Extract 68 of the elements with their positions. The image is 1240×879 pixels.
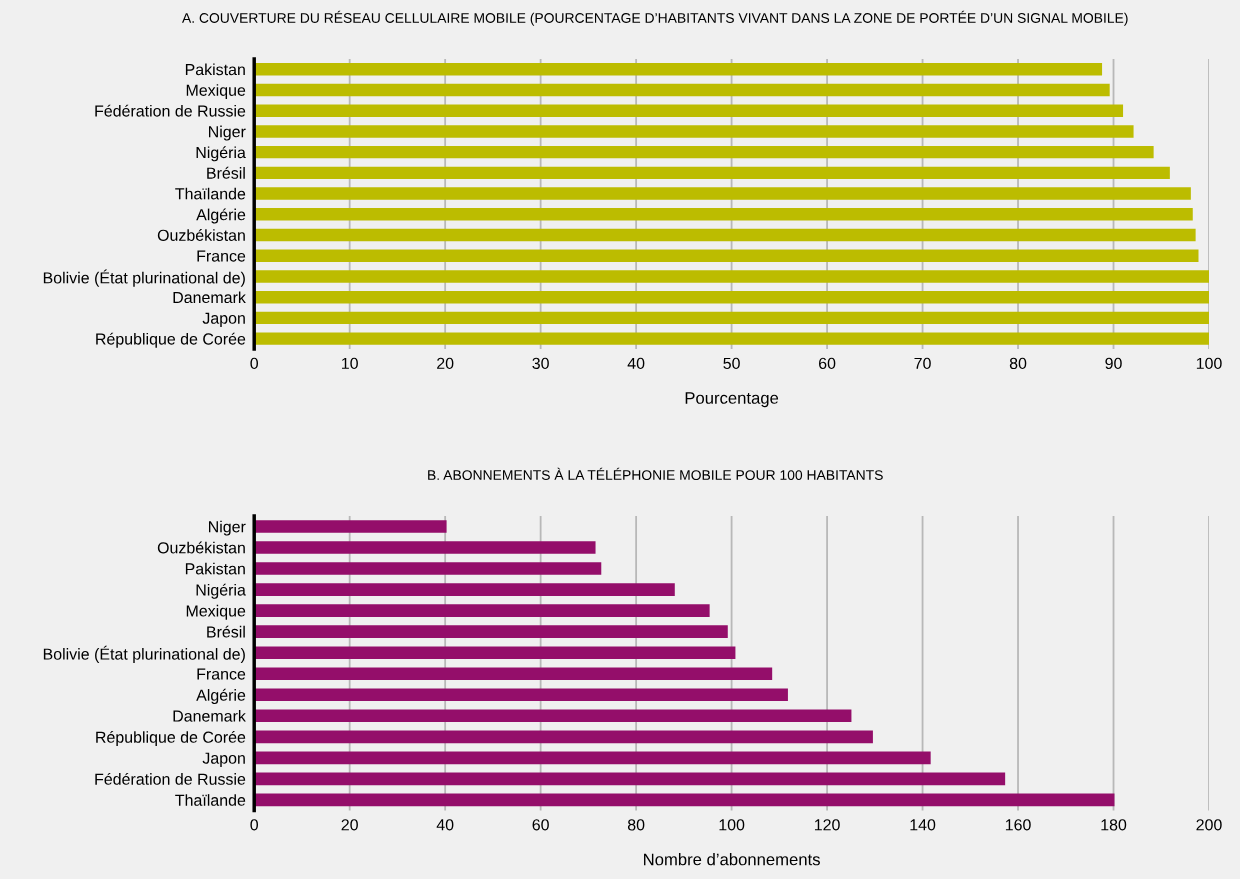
x-tick-label: 200 bbox=[1196, 819, 1222, 831]
chart-title: A. COUVERTURE DU RÉSEAU CELLULAIRE MOBILE (POURCENTAGE D’HABITANTS VIVANT DANS LA ZONE DE PORTÉE D’UN SIGNAL MOBILE) bbox=[182, 10, 1128, 26]
y-tick-label: Nigéria bbox=[196, 146, 246, 162]
y-tick-label: Thaïlande bbox=[175, 187, 246, 200]
bar bbox=[254, 688, 788, 702]
y-tick-label: Brésil bbox=[207, 625, 245, 638]
x-tick-label: 70 bbox=[914, 357, 931, 370]
bar bbox=[254, 730, 873, 744]
bar bbox=[254, 583, 675, 596]
x-tick-label: 50 bbox=[723, 357, 740, 370]
x-tick-label: 40 bbox=[436, 819, 454, 831]
y-tick-label: Algérie bbox=[196, 688, 246, 704]
x-tick-label: 60 bbox=[532, 819, 549, 831]
y-tick-label: Mexique bbox=[186, 84, 246, 100]
y-tick-label: Pakistan bbox=[185, 562, 245, 575]
bar bbox=[254, 520, 447, 533]
x-tick-label: 120 bbox=[814, 819, 840, 831]
bar bbox=[254, 625, 728, 638]
y-tick-label: République de Corée bbox=[96, 332, 246, 348]
bar bbox=[254, 646, 736, 659]
y-tick-label: Danemark bbox=[173, 710, 246, 722]
bar bbox=[254, 793, 1115, 807]
bar bbox=[254, 772, 1006, 786]
y-tick-label: Brésil bbox=[207, 166, 245, 179]
y-tick-label: Fédération de Russie bbox=[95, 104, 246, 117]
bar bbox=[254, 562, 602, 575]
x-tick-label: 0 bbox=[250, 357, 259, 370]
bar bbox=[254, 751, 931, 765]
x-tick-label: 80 bbox=[627, 819, 645, 831]
chart-title: B. ABONNEMENTS À LA TÉLÉPHONIE MOBILE POUR 100 HABITANTS bbox=[428, 467, 883, 480]
y-tick-label: Japon bbox=[202, 752, 245, 767]
y-tick-label: Pakistan bbox=[185, 63, 245, 76]
y-tick-label: Fédération de Russie bbox=[95, 772, 246, 785]
x-tick-label: 90 bbox=[1105, 357, 1122, 370]
y-tick-label: Bolivie (État plurinational de) bbox=[43, 269, 245, 287]
y-tick-label: Ouzbékistan bbox=[157, 229, 245, 241]
x-tick-label: 20 bbox=[437, 357, 454, 370]
y-tick-label: Japon bbox=[202, 312, 245, 327]
y-tick-label: Niger bbox=[209, 520, 246, 536]
y-tick-label: Niger bbox=[209, 125, 246, 141]
x-tick-label: 140 bbox=[910, 819, 936, 831]
x-tick-label: 80 bbox=[1009, 357, 1027, 370]
bar bbox=[254, 709, 852, 723]
bar bbox=[254, 604, 710, 617]
x-tick-label: 60 bbox=[819, 357, 836, 370]
y-tick-label: Danemark bbox=[173, 291, 246, 304]
x-tick-label: 0 bbox=[250, 819, 259, 831]
bar bbox=[254, 667, 773, 681]
y-tick-label: France bbox=[197, 250, 246, 262]
x-tick-label: 20 bbox=[341, 819, 358, 831]
y-tick-label: Nigéria bbox=[196, 583, 246, 599]
x-tick-label: 30 bbox=[532, 357, 549, 370]
y-tick-label: Bolivie (État plurinational de) bbox=[43, 645, 245, 663]
y-tick-label: Algérie bbox=[196, 208, 246, 224]
x-tick-label: 10 bbox=[342, 357, 358, 370]
x-tick-label: 100 bbox=[719, 819, 745, 831]
x-tick-label: 180 bbox=[1101, 819, 1127, 831]
x-axis-title: Nombre d’abonnements bbox=[644, 853, 820, 866]
x-tick-label: 100 bbox=[1196, 357, 1222, 370]
y-tick-label: Ouzbékistan bbox=[157, 541, 245, 554]
x-tick-label: 40 bbox=[627, 357, 645, 370]
y-tick-label: Mexique bbox=[186, 604, 246, 620]
y-tick-label: France bbox=[197, 668, 246, 680]
x-axis-title: Pourcentage bbox=[685, 392, 779, 408]
x-tick-label: 160 bbox=[1005, 819, 1031, 831]
y-tick-label: Thaïlande bbox=[175, 794, 246, 806]
bar bbox=[254, 541, 596, 554]
y-tick-label: République de Corée bbox=[96, 730, 246, 747]
